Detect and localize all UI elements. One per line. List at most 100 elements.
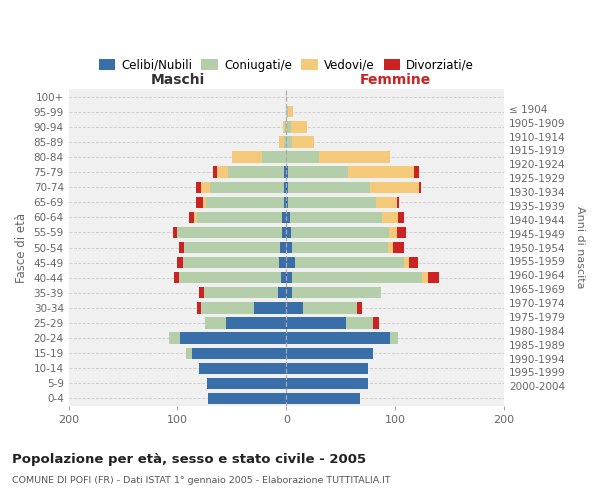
Bar [206,196,284,208]
Bar [404,257,409,268]
Bar [173,227,178,238]
Bar [286,318,346,328]
Bar [388,242,393,253]
Bar [184,242,280,253]
Bar [290,227,389,238]
Bar [197,212,282,223]
Text: Femmine: Femmine [359,73,431,87]
Bar [346,318,373,328]
Bar [169,332,179,344]
Bar [286,378,368,389]
Bar [286,242,292,253]
Bar [278,136,284,147]
Bar [278,257,286,268]
Bar [286,332,389,344]
Bar [286,227,290,238]
Bar [194,212,197,223]
Y-axis label: Fasce di età: Fasce di età [15,212,28,282]
Y-axis label: Anni di nascita: Anni di nascita [575,206,585,289]
Bar [178,227,282,238]
Bar [191,348,286,359]
Bar [413,166,419,178]
Bar [284,136,286,147]
Bar [207,378,286,389]
Bar [302,302,357,314]
Bar [286,348,373,359]
Bar [422,272,428,283]
Bar [286,136,292,147]
Bar [290,121,307,132]
Bar [199,287,203,298]
Bar [357,302,362,314]
Bar [202,302,254,314]
Bar [290,212,382,223]
Text: Maschi: Maschi [151,73,205,87]
Bar [203,287,278,298]
Bar [286,362,368,374]
Bar [202,182,210,193]
Bar [409,257,418,268]
Bar [203,196,206,208]
Bar [373,318,379,328]
Bar [284,166,286,178]
Bar [285,121,286,132]
Bar [289,106,293,118]
Bar [227,166,284,178]
Bar [286,166,289,178]
Bar [393,242,404,253]
Bar [286,182,289,193]
Bar [389,227,397,238]
Bar [281,272,286,283]
Bar [292,242,388,253]
Bar [278,287,286,298]
Bar [199,362,286,374]
Text: Popolazione per età, sesso e stato civile - 2005: Popolazione per età, sesso e stato civil… [12,452,366,466]
Bar [289,196,376,208]
Bar [179,272,281,283]
Bar [196,182,202,193]
Bar [397,227,406,238]
Bar [254,302,286,314]
Legend: Celibi/Nubili, Coniugati/e, Vedovi/e, Divorziati/e: Celibi/Nubili, Coniugati/e, Vedovi/e, Di… [94,54,479,76]
Bar [286,272,292,283]
Bar [286,91,287,102]
Text: COMUNE DI POFI (FR) - Dati ISTAT 1° gennaio 2005 - Elaborazione TUTTITALIA.IT: COMUNE DI POFI (FR) - Dati ISTAT 1° genn… [12,476,391,485]
Bar [217,166,227,178]
Bar [349,166,413,178]
Bar [286,393,361,404]
Bar [286,152,319,162]
Bar [376,196,397,208]
Bar [370,182,419,193]
Bar [398,212,404,223]
Bar [289,166,349,178]
Bar [208,393,286,404]
Bar [283,121,285,132]
Bar [174,272,179,283]
Bar [319,152,389,162]
Bar [428,272,439,283]
Bar [179,242,184,253]
Bar [286,302,302,314]
Bar [389,332,398,344]
Bar [289,182,370,193]
Bar [292,287,381,298]
Bar [262,152,286,162]
Bar [286,196,289,208]
Bar [286,287,292,298]
Bar [214,166,217,178]
Bar [178,257,183,268]
Bar [292,136,314,147]
Bar [183,257,278,268]
Bar [232,152,262,162]
Bar [286,106,289,118]
Bar [282,212,286,223]
Bar [397,196,400,208]
Bar [197,302,202,314]
Bar [286,257,295,268]
Bar [205,318,226,328]
Bar [179,332,286,344]
Bar [419,182,421,193]
Bar [292,272,422,283]
Bar [286,212,290,223]
Bar [226,318,286,328]
